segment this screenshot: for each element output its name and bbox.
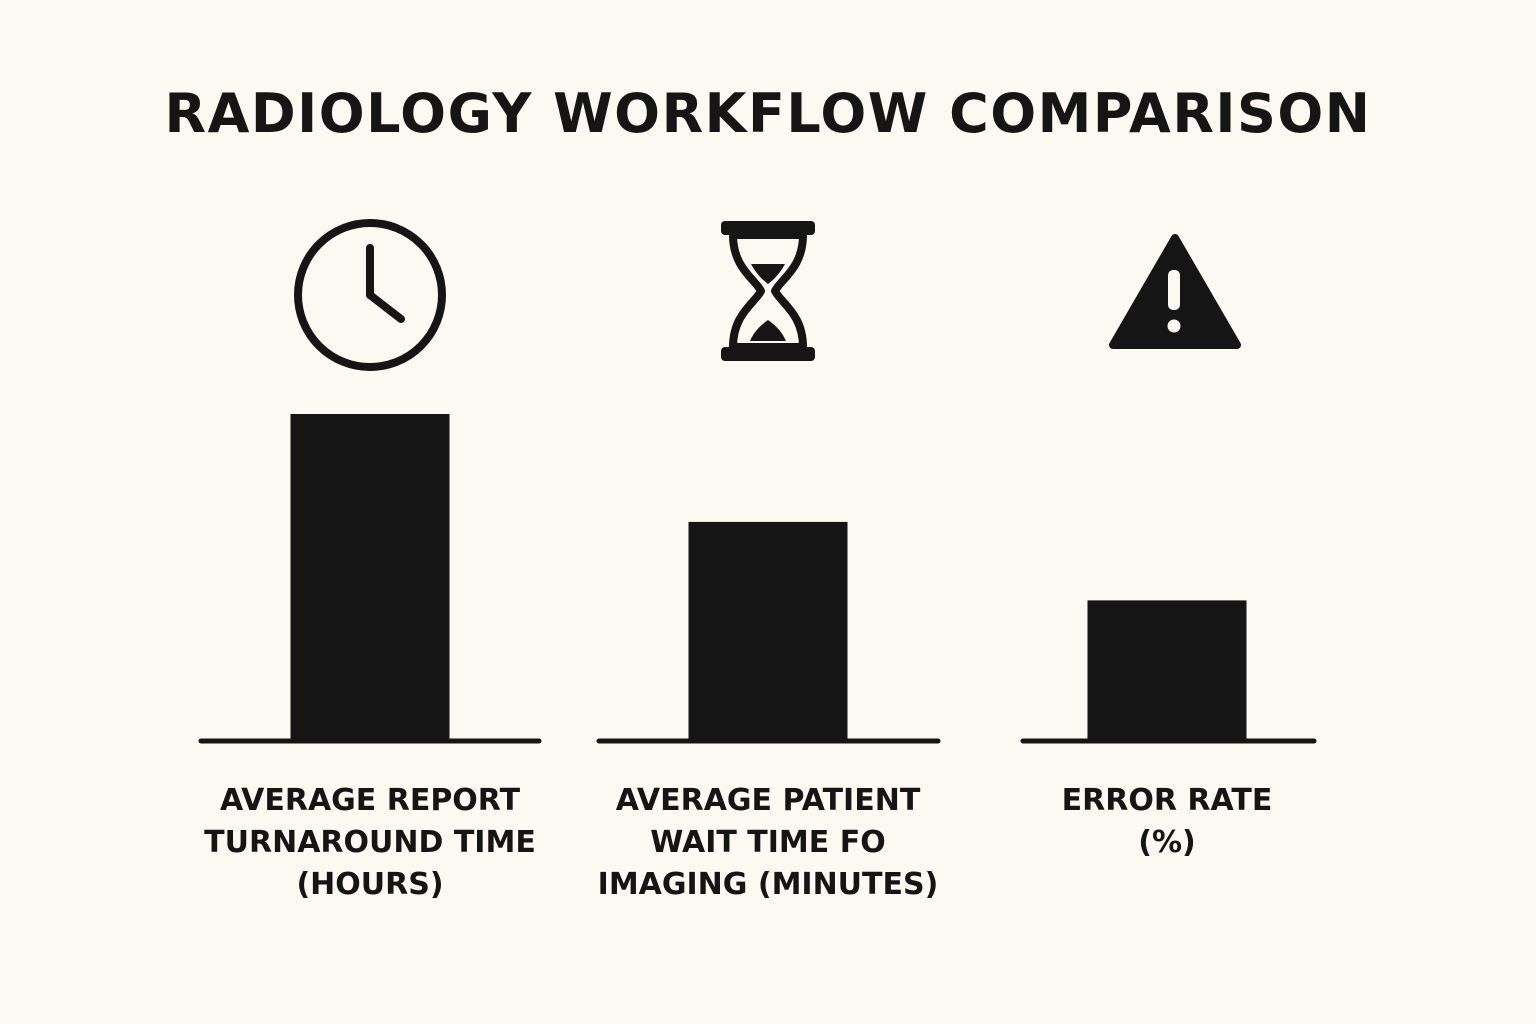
bar-1 bbox=[290, 414, 450, 741]
category-label-line: (%) bbox=[1138, 825, 1195, 860]
category-label-line: AVERAGE PATIENT bbox=[616, 783, 921, 818]
chart-title: RADIOLOGY WORKFLOW COMPARISON bbox=[164, 82, 1372, 145]
category-label-line: TURNAROUND TIME bbox=[204, 825, 536, 860]
category-label-1: AVERAGE REPORT TURNAROUND TIME (HOURS) bbox=[204, 783, 536, 902]
category-label-line: AVERAGE REPORT bbox=[220, 783, 521, 818]
category-label-3: ERROR RATE (%) bbox=[1062, 783, 1273, 860]
category-label-line: (HOURS) bbox=[296, 867, 443, 902]
category-label-line: IMAGING (MINUTES) bbox=[598, 867, 939, 902]
category-label-line: ERROR RATE bbox=[1062, 783, 1273, 818]
warning-icon bbox=[1109, 234, 1241, 349]
clock-icon bbox=[294, 219, 446, 371]
category-label-2: AVERAGE PATIENT WAIT TIME FO IMAGING (MINU… bbox=[598, 783, 939, 902]
hourglass-icon bbox=[721, 221, 815, 361]
bar-2 bbox=[688, 521, 848, 741]
category-label-line: WAIT TIME FO bbox=[650, 825, 885, 860]
bar-3 bbox=[1087, 600, 1247, 741]
